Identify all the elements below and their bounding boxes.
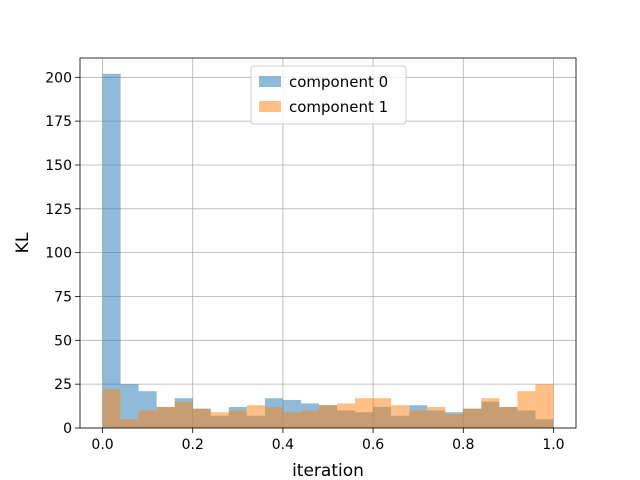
bar-component-1 — [517, 391, 536, 428]
bar-component-1 — [499, 406, 518, 428]
bar-component-1 — [337, 403, 356, 428]
legend: component 0 component 1 — [250, 65, 407, 125]
x-tick-label: 0.6 — [362, 437, 384, 453]
bar-component-1 — [228, 410, 247, 428]
x-tick-label: 0.4 — [272, 437, 294, 453]
bar-component-1 — [300, 410, 319, 428]
x-tick-label: 0.0 — [91, 437, 113, 453]
x-tick-label: 0.2 — [182, 437, 204, 453]
bar-component-1 — [373, 398, 392, 428]
legend-label: component 0 — [289, 73, 388, 91]
bar-component-1 — [391, 405, 410, 428]
y-tick-label: 175 — [45, 114, 72, 130]
y-tick-label: 100 — [45, 246, 72, 262]
x-tick-label: 1.0 — [542, 437, 564, 453]
x-axis-ticks: 0.0 0.2 0.4 0.6 0.8 1.0 — [91, 428, 565, 453]
legend-swatch — [259, 101, 281, 112]
bar-component-1 — [409, 410, 428, 428]
bar-component-1 — [210, 412, 229, 428]
legend-box — [250, 65, 407, 125]
bar-component-1 — [355, 398, 374, 428]
bar-component-1 — [102, 389, 121, 428]
bar-component-1 — [156, 406, 175, 428]
bar-component-1 — [264, 406, 283, 428]
bar-component-1 — [174, 401, 193, 428]
bar-component-1 — [463, 408, 482, 428]
bar-component-1 — [445, 413, 464, 428]
y-axis-label: KL — [13, 232, 33, 253]
y-tick-label: 125 — [45, 202, 72, 218]
axes-frame — [79, 57, 577, 429]
bar-component-1 — [192, 408, 211, 428]
bar-component-0 — [102, 73, 121, 429]
y-tick-label: 75 — [54, 289, 72, 305]
bar-component-1 — [120, 419, 139, 428]
histogram-bars — [102, 73, 554, 429]
legend-swatch — [259, 76, 281, 87]
x-axis-label: iteration — [292, 461, 364, 480]
bar-component-1 — [427, 406, 446, 428]
bar-component-1 — [138, 410, 157, 428]
y-axis-ticks: 0 25 50 75 100 125 150 175 200 — [45, 70, 80, 437]
bar-component-1 — [246, 405, 265, 428]
y-tick-label: 25 — [54, 377, 72, 393]
plot-frame — [79, 57, 577, 429]
bar-component-1 — [481, 398, 500, 428]
y-tick-label: 0 — [63, 421, 72, 437]
bar-component-0 — [120, 384, 139, 428]
x-tick-label: 0.8 — [452, 437, 474, 453]
y-tick-label: 150 — [45, 158, 72, 174]
bar-component-1 — [282, 412, 301, 428]
y-tick-label: 200 — [45, 70, 72, 86]
bar-component-1 — [318, 405, 338, 428]
bar-component-1 — [535, 384, 554, 428]
y-tick-label: 50 — [54, 333, 72, 349]
legend-label: component 1 — [289, 98, 388, 116]
